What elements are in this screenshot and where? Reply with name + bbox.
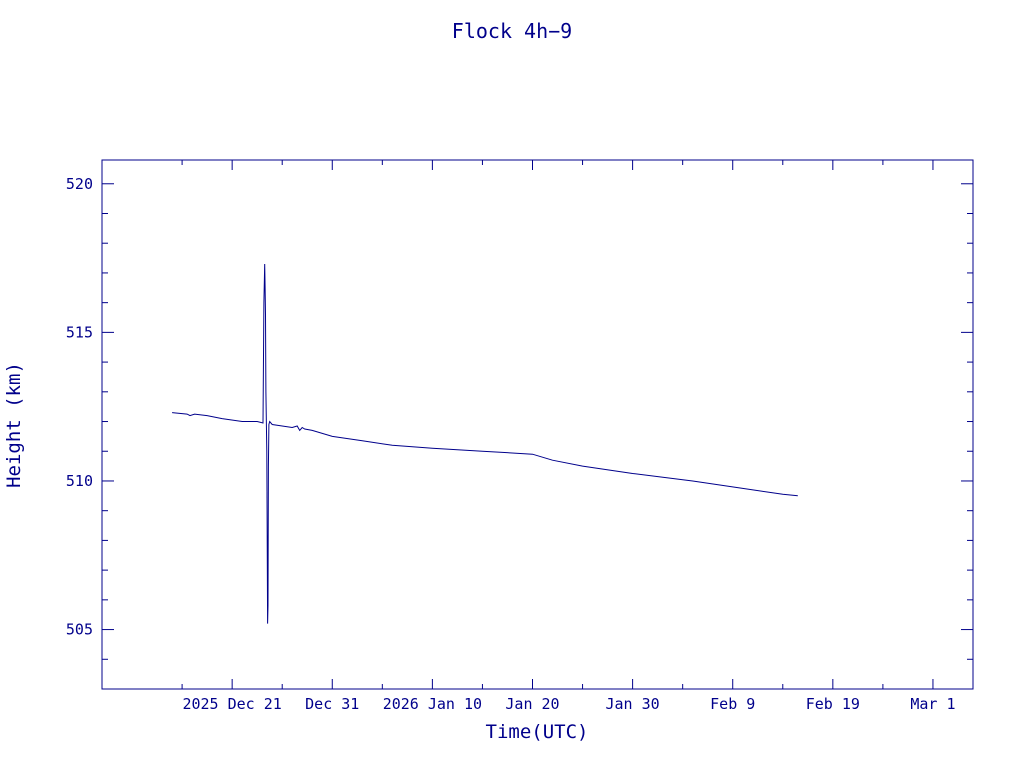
- x-tick-label: 2026 Jan 10: [383, 695, 482, 713]
- x-tick-label: Jan 30: [606, 695, 660, 713]
- x-axis-title: Time(UTC): [486, 721, 589, 743]
- x-tick-label: Feb 19: [806, 695, 860, 713]
- chart-title: Flock 4h−9: [452, 19, 572, 43]
- x-tick-label: Jan 20: [505, 695, 559, 713]
- x-tick-label: Feb 9: [710, 695, 755, 713]
- y-tick-label: 505: [66, 621, 93, 639]
- y-axis-title: Height (km): [3, 362, 25, 488]
- plot-frame: [101, 159, 974, 690]
- x-tick-label: Mar 1: [910, 695, 955, 713]
- x-tick-label: Dec 31: [305, 695, 359, 713]
- y-axis-ticks: [102, 183, 973, 690]
- series-line: [172, 263, 798, 624]
- series-layer: [172, 263, 798, 624]
- y-tick-label: 510: [66, 472, 93, 490]
- y-tick-label: 515: [66, 323, 93, 341]
- x-axis-tick-labels: 2025 Dec 21 Dec 31 2026 Jan 10 Jan 20 Jan 30…: [182, 695, 955, 713]
- x-axis-ticks: [181, 160, 934, 689]
- x-tick-label: 2025 Dec 21: [182, 695, 281, 713]
- y-axis-tick-labels: 505 510 515 520: [66, 175, 93, 639]
- y-tick-label: 520: [66, 175, 93, 193]
